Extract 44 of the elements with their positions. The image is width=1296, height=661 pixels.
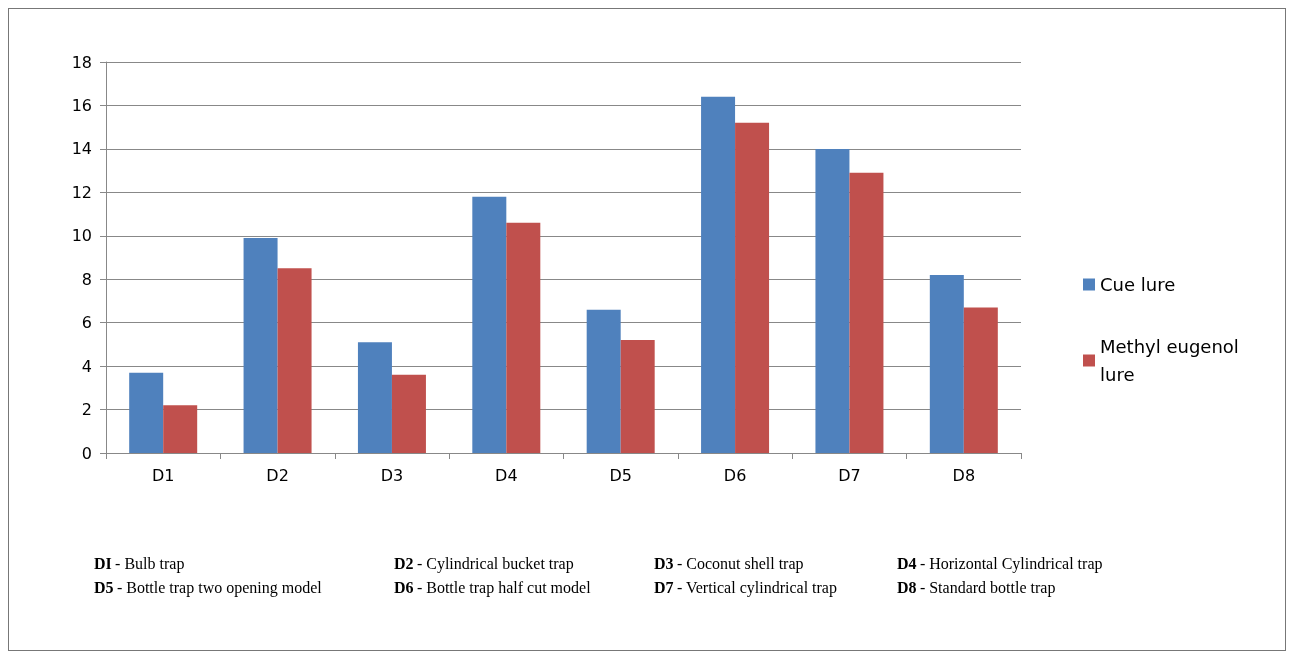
- text: D4 - Horizontal Cylindrical trap: [897, 554, 1103, 573]
- y-tick-label: 16: [71, 95, 92, 115]
- y-tick-label: 12: [71, 182, 92, 202]
- text: D6- Bottle trap half cut model: [394, 578, 592, 597]
- x-tick-label: D8: [952, 465, 976, 485]
- text: D3 - Coconut shell trap: [654, 554, 804, 573]
- bar: [277, 268, 312, 453]
- y-tick-label: 18: [71, 52, 92, 72]
- bar: [849, 172, 884, 453]
- y-tick-label: 8: [81, 269, 92, 289]
- bar: [391, 374, 426, 453]
- x-tick-label: D2: [266, 465, 289, 485]
- bar: [506, 222, 541, 453]
- bar: [472, 196, 507, 453]
- bar: [163, 405, 198, 453]
- x-tick-label: D7: [838, 465, 861, 485]
- legend-label: Methyl eugenol lure: [1100, 336, 1245, 385]
- bar: [243, 237, 278, 453]
- bar: [129, 372, 164, 453]
- text: D7 - Vertical cylindrical trap: [654, 578, 837, 597]
- legend-label: Cue lure: [1100, 274, 1176, 295]
- bar: [929, 274, 964, 453]
- y-tick-label: 4: [81, 356, 92, 376]
- text: D8 - Standard bottle trap: [897, 578, 1056, 597]
- bar: [701, 96, 736, 453]
- bar: [620, 340, 655, 453]
- y-tick-label: 14: [71, 139, 92, 159]
- bar: [815, 148, 850, 453]
- x-tick-label: D5: [609, 465, 632, 485]
- y-tick-label: 0: [81, 443, 92, 463]
- text: D2 - Cylindrical bucket trap: [394, 554, 574, 573]
- y-tick-label: 10: [71, 226, 92, 246]
- x-tick-label: D3: [380, 465, 404, 485]
- bar: [963, 307, 998, 453]
- x-tick-label: D4: [495, 465, 518, 485]
- bar: [357, 342, 392, 453]
- bar: [586, 309, 621, 453]
- x-tick-label: D6: [723, 465, 747, 485]
- bar: [735, 122, 770, 453]
- y-tick-label: 6: [81, 313, 92, 333]
- text: D5 - Bottle trap two opening model: [94, 578, 323, 597]
- text: DI - Bulb trap: [94, 554, 185, 573]
- x-tick-label: D1: [151, 465, 175, 485]
- y-tick-label: 2: [81, 400, 92, 420]
